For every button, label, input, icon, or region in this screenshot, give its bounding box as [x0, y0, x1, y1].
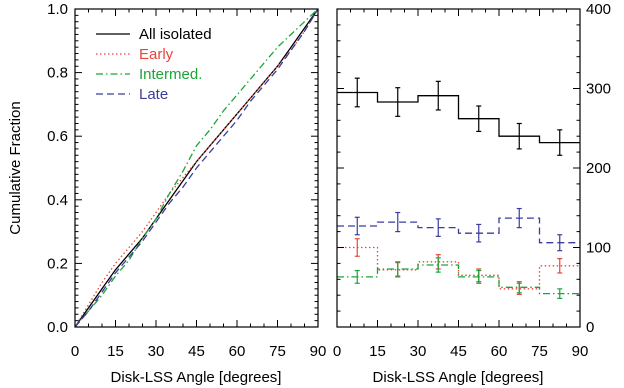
cumulative-fraction-panel: All isolated Early Intermed. Late 0 15 30 45 60…	[7, 1, 326, 386]
legend: All isolated Early Intermed. Late	[96, 26, 212, 103]
x-tick-label: 75	[269, 343, 286, 360]
legend-label: Early	[139, 46, 174, 63]
cumulative-line-all-isolated	[74, 8, 319, 328]
y-tick-label: 1.0	[47, 1, 68, 18]
histogram-series	[337, 77, 580, 299]
y-tick-label: 100	[586, 240, 611, 257]
x-tick-label: 0	[71, 343, 79, 360]
histogram-step-all-isolated	[337, 91, 580, 144]
left-y-axis-label: Cumulative Fraction	[7, 101, 24, 234]
histogram-step-intermed	[337, 264, 580, 295]
x-tick-label: 75	[531, 343, 548, 360]
y-tick-label: 0.6	[47, 128, 68, 145]
histogram-panel: 0 15 30 45 60 75 90 0 100 200 300 400 Disk-LSS Angl…	[333, 1, 611, 386]
legend-label: All isolated	[139, 26, 212, 43]
x-tick-label: 60	[229, 343, 246, 360]
x-tick-label: 0	[333, 343, 341, 360]
y-tick-label: 200	[586, 160, 611, 177]
left-axis-ticks: 0 15 30 45 60 75 90 0.0 0.2 0.4 0.6 0.8 1.0	[47, 1, 326, 360]
x-tick-label: 30	[148, 343, 165, 360]
x-tick-label: 15	[369, 343, 386, 360]
y-tick-label: 0.4	[47, 192, 68, 209]
x-tick-label: 45	[188, 343, 205, 360]
cumulative-series-lines	[74, 8, 319, 328]
right-plot-frame	[336, 8, 581, 328]
right-x-axis-label: Disk-LSS Angle [degrees]	[373, 369, 544, 386]
y-tick-label: 300	[586, 81, 611, 98]
y-tick-label: 400	[586, 1, 611, 18]
x-tick-label: 30	[410, 343, 427, 360]
y-tick-label: 0.8	[47, 65, 68, 82]
x-tick-label: 45	[450, 343, 467, 360]
histogram-step-late	[337, 217, 580, 244]
cumulative-line-intermed	[74, 8, 319, 328]
cumulative-line-late	[74, 8, 319, 328]
legend-label: Intermed.	[139, 66, 202, 83]
left-x-axis-label: Disk-LSS Angle [degrees]	[111, 369, 282, 386]
y-tick-label: 0.0	[47, 319, 68, 336]
x-tick-label: 90	[572, 343, 589, 360]
x-tick-label: 60	[491, 343, 508, 360]
y-tick-label: 0	[586, 319, 594, 336]
x-tick-label: 90	[310, 343, 327, 360]
x-tick-label: 15	[107, 343, 124, 360]
right-axis-ticks: 0 15 30 45 60 75 90 0 100 200 300 400	[333, 1, 611, 360]
legend-label: Late	[139, 86, 168, 103]
y-tick-label: 0.2	[47, 255, 68, 272]
